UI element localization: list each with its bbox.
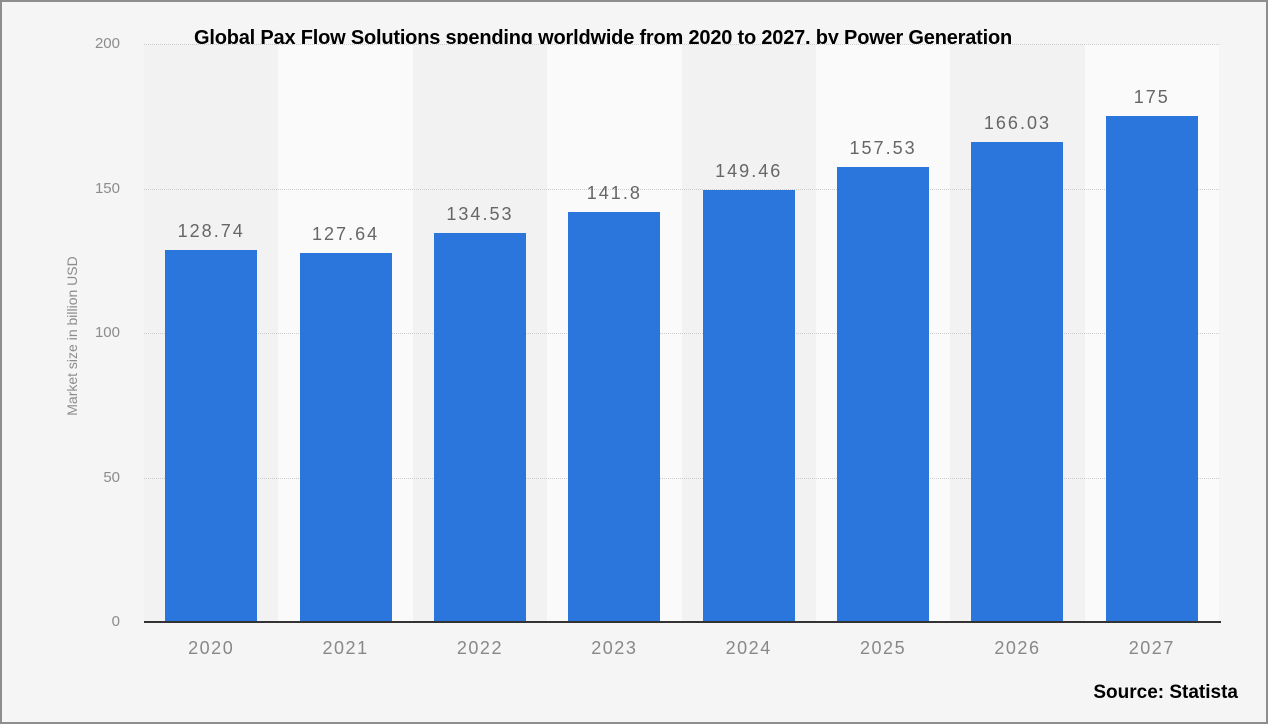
x-tick-label: 2025 — [860, 638, 907, 658]
bar[interactable] — [971, 142, 1064, 622]
x-tick-label: 2022 — [456, 638, 503, 658]
chart-title: Global Pax Flow Solutions spending world… — [194, 27, 1013, 49]
bars-layer: 128.74 127.64 134.53 141.8 149.46 157.53 166.0… — [144, 44, 1219, 622]
x-tick-label: 2023 — [591, 638, 638, 658]
x-tick-label: 2024 — [725, 638, 772, 658]
bar-value-label: 149.46 — [715, 161, 783, 182]
bar-value-label: 157.53 — [849, 137, 917, 158]
bar[interactable] — [433, 233, 526, 622]
x-tick-label: 2020 — [188, 638, 235, 658]
bar[interactable] — [1105, 116, 1198, 622]
y-tick-label: 50 — [103, 468, 120, 486]
gridline — [144, 44, 1219, 45]
gridline — [144, 477, 1219, 479]
bar-value-label: 141.8 — [586, 183, 642, 204]
gridlines-layer — [144, 44, 1219, 622]
plot-area: 128.74 127.64 134.53 141.8 149.46 157.53 166.0… — [144, 44, 1219, 622]
bar-value-label: 134.53 — [446, 204, 514, 225]
x-tick-label: 2027 — [1128, 638, 1175, 658]
y-tick-label: 150 — [94, 179, 120, 197]
bar[interactable] — [165, 249, 258, 622]
bar[interactable] — [837, 166, 930, 622]
x-axis-line — [144, 621, 1221, 623]
y-tick-label: 200 — [94, 35, 120, 52]
bar[interactable] — [568, 212, 661, 622]
gridline — [144, 188, 1219, 190]
bar-value-label: 175 — [1133, 87, 1170, 108]
bar-value-label: 127.64 — [312, 224, 380, 245]
y-tick-label: 0 — [111, 613, 120, 630]
x-tick-label: 2021 — [322, 638, 369, 658]
bar-value-label: 128.74 — [177, 220, 245, 241]
x-tick-label: 2026 — [994, 638, 1041, 658]
gridline — [144, 333, 1219, 334]
bar[interactable] — [299, 253, 392, 622]
bar[interactable] — [702, 190, 795, 622]
bar-value-label: 166.03 — [983, 113, 1051, 134]
source-label: Source: Statista — [1093, 682, 1238, 703]
y-tick-label: 100 — [94, 324, 120, 341]
